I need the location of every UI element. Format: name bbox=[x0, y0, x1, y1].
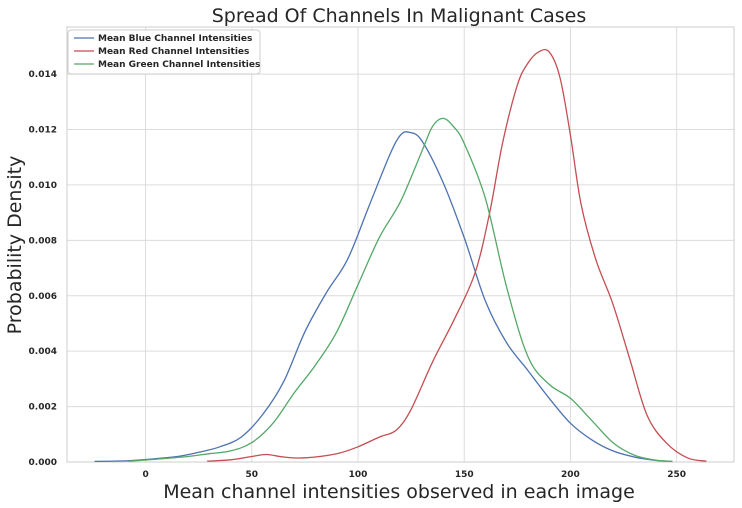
y-tick-label: 0.000 bbox=[29, 458, 57, 468]
y-tick-label: 0.010 bbox=[29, 181, 57, 191]
series-line-mean-red-channel-intensities bbox=[207, 48, 707, 462]
x-tick-label: 150 bbox=[455, 470, 474, 480]
y-tick-label: 0.004 bbox=[29, 347, 57, 357]
chart-title: Spread Of Channels In Malignant Cases bbox=[212, 5, 587, 27]
legend-label-mean-red-channel-intensities: Mean Red Channel Intensities bbox=[98, 47, 249, 57]
x-axis-label: Mean channel intensities observed in eac… bbox=[163, 481, 635, 503]
series-line-mean-blue-channel-intensities bbox=[94, 131, 673, 463]
y-tick-label: 0.014 bbox=[29, 70, 57, 80]
x-tick-labels: 0 50 100 150 200 250 bbox=[142, 470, 686, 480]
y-tick-label: 0.006 bbox=[29, 292, 57, 302]
x-tick-label: 250 bbox=[667, 470, 686, 480]
y-tick-labels: 0.000 0.002 0.004 0.006 0.008 0.010 0.012 0.014 bbox=[29, 70, 57, 468]
x-tick-label: 200 bbox=[561, 470, 580, 480]
y-axis-label: Probability Density bbox=[4, 156, 26, 335]
legend-label-mean-blue-channel-intensities: Mean Blue Channel Intensities bbox=[98, 34, 252, 44]
grid-lines bbox=[67, 27, 734, 463]
series-lines bbox=[94, 48, 707, 463]
x-tick-label: 0 bbox=[142, 470, 148, 480]
legend: Mean Blue Channel Intensities Mean Red Ch… bbox=[67, 29, 261, 75]
series-line-mean-green-channel-intensities bbox=[128, 117, 673, 463]
y-tick-label: 0.012 bbox=[29, 126, 57, 136]
x-tick-label: 100 bbox=[349, 470, 368, 480]
legend-box bbox=[67, 29, 261, 75]
x-tick-label: 50 bbox=[246, 470, 259, 480]
y-tick-label: 0.002 bbox=[29, 403, 57, 413]
plot-frame bbox=[66, 26, 735, 463]
legend-label-mean-green-channel-intensities: Mean Green Channel Intensities bbox=[98, 60, 260, 70]
y-tick-label: 0.008 bbox=[29, 236, 57, 246]
